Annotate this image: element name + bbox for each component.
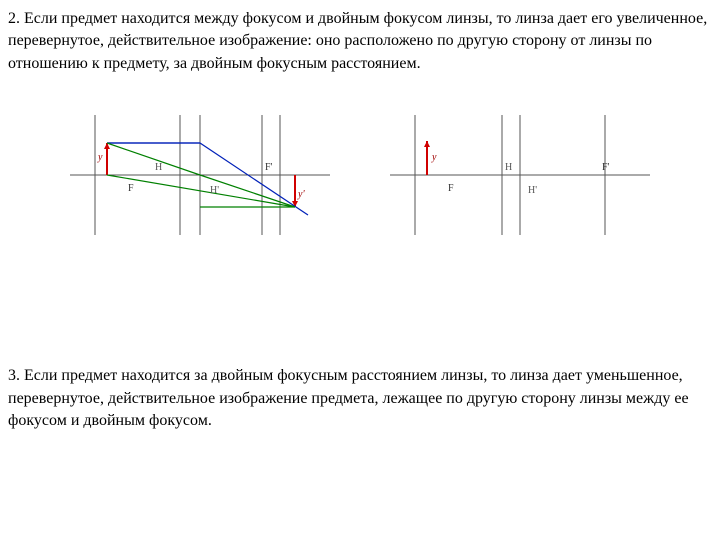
lens-diagram-left: y y' H H' F F': [70, 105, 330, 245]
svg-text:y: y: [97, 152, 103, 163]
svg-text:F': F': [602, 162, 610, 173]
svg-text:H': H': [210, 185, 219, 196]
svg-text:y': y': [297, 189, 305, 200]
svg-text:H: H: [505, 162, 512, 173]
paragraph-2: 2. Если предмет находится между фокусом …: [8, 8, 712, 75]
svg-text:F': F': [265, 162, 273, 173]
paragraph-3: 3. Если предмет находится за двойным фок…: [8, 365, 712, 432]
svg-text:y: y: [431, 152, 437, 163]
svg-text:F: F: [128, 183, 134, 194]
diagrams-row: y y' H H' F F' y H H' F F': [8, 105, 712, 245]
svg-text:H': H': [528, 185, 537, 196]
svg-text:H: H: [155, 162, 162, 173]
lens-diagram-right: y H H' F F': [390, 105, 650, 245]
svg-text:F: F: [448, 183, 454, 194]
